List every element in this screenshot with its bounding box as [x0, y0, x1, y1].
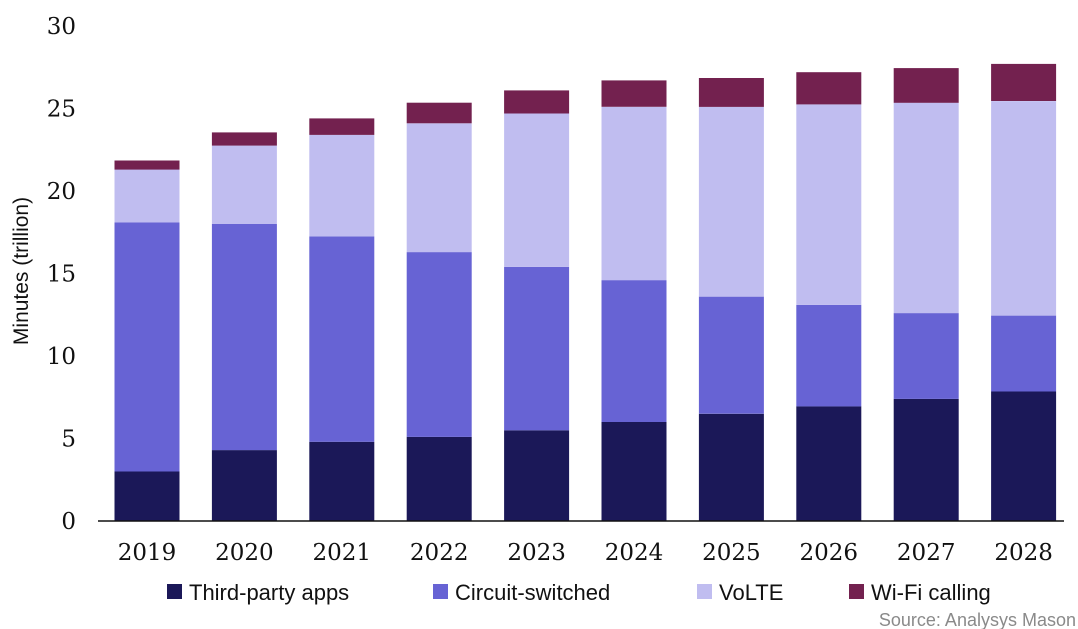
x-tick-label: 2025 — [702, 540, 761, 566]
y-tick-label: 0 — [61, 509, 76, 535]
bar-segment-wi-fi-calling-2022 — [406, 102, 472, 124]
bar-segment-volte-2027 — [893, 102, 959, 314]
x-tick-label: 2021 — [313, 540, 372, 566]
bar-segment-third-party-apps-2027 — [893, 398, 959, 521]
bar-segment-circuit-switched-2020 — [211, 224, 277, 451]
bar-segment-wi-fi-calling-2020 — [211, 132, 277, 146]
y-tick-label: 20 — [47, 179, 76, 205]
bar-segment-wi-fi-calling-2026 — [796, 72, 862, 105]
x-tick-label: 2027 — [897, 540, 956, 566]
bar-segment-wi-fi-calling-2021 — [309, 118, 375, 135]
bar-segment-circuit-switched-2023 — [504, 266, 570, 431]
bar-segment-wi-fi-calling-2019 — [114, 160, 180, 170]
x-tick-label: 2028 — [994, 540, 1053, 566]
bar-segment-volte-2020 — [211, 145, 277, 224]
bar-segment-third-party-apps-2020 — [211, 450, 277, 521]
x-tick-label: 2024 — [605, 540, 664, 566]
bar-segment-third-party-apps-2019 — [114, 471, 180, 521]
bar-segment-circuit-switched-2019 — [114, 222, 180, 472]
bar-segment-volte-2028 — [991, 101, 1057, 316]
legend-swatch — [433, 584, 448, 599]
bar-segment-circuit-switched-2025 — [698, 296, 764, 414]
bar-segment-volte-2024 — [601, 106, 667, 281]
bar-segment-third-party-apps-2025 — [698, 413, 764, 522]
bar-segment-wi-fi-calling-2025 — [698, 78, 764, 107]
x-tick-label: 2023 — [507, 540, 566, 566]
x-tick-label: 2022 — [410, 540, 469, 566]
y-tick-label: 15 — [47, 262, 76, 288]
bar-segment-third-party-apps-2026 — [796, 406, 862, 521]
bar-segment-circuit-switched-2021 — [309, 236, 375, 442]
bar-segment-wi-fi-calling-2028 — [991, 63, 1057, 101]
bar-segment-third-party-apps-2024 — [601, 422, 667, 521]
bar-segment-circuit-switched-2024 — [601, 280, 667, 422]
y-axis-title: Minutes (trillion) — [10, 197, 33, 345]
bar-segment-third-party-apps-2021 — [309, 441, 375, 521]
bar-segment-third-party-apps-2028 — [991, 391, 1057, 521]
bar-segment-circuit-switched-2022 — [406, 252, 472, 437]
bar-segment-wi-fi-calling-2027 — [893, 68, 959, 103]
x-tick-label: 2019 — [118, 540, 177, 566]
x-tick-label: 2020 — [215, 540, 274, 566]
bar-segment-volte-2023 — [504, 113, 570, 267]
bar-segment-circuit-switched-2026 — [796, 304, 862, 407]
bars — [114, 63, 1057, 522]
x-axis-ticks: 2019 2020 2021 2022 2023 2024 2025 2026 2027 2028 — [118, 540, 1053, 566]
bar-segment-circuit-switched-2028 — [991, 315, 1057, 392]
bar-segment-volte-2026 — [796, 104, 862, 305]
bar-segment-volte-2022 — [406, 123, 472, 253]
legend: Third-party apps Circuit-switched VoLTE Wi-… — [167, 580, 991, 605]
bar-segment-circuit-switched-2027 — [893, 313, 959, 399]
y-tick-label: 10 — [47, 344, 76, 370]
bar-segment-volte-2021 — [309, 134, 375, 237]
legend-label: Wi-Fi calling — [871, 580, 991, 605]
legend-swatch — [697, 584, 712, 599]
source-note: Source: Analysys Mason — [879, 610, 1076, 629]
bar-segment-third-party-apps-2023 — [504, 430, 570, 522]
bar-segment-wi-fi-calling-2024 — [601, 80, 667, 107]
y-tick-label: 25 — [47, 97, 76, 123]
legend-label: Third-party apps — [189, 580, 349, 605]
legend-swatch — [849, 584, 864, 599]
bar-segment-wi-fi-calling-2023 — [504, 90, 570, 114]
legend-label: VoLTE — [719, 580, 783, 605]
bar-segment-third-party-apps-2022 — [406, 436, 472, 521]
bar-segment-volte-2019 — [114, 169, 180, 223]
y-axis-ticks: 0 5 10 15 20 25 30 — [47, 14, 76, 535]
y-tick-label: 30 — [47, 14, 76, 40]
bar-segment-volte-2025 — [698, 106, 764, 297]
legend-swatch — [167, 584, 182, 599]
x-tick-label: 2026 — [800, 540, 859, 566]
y-tick-label: 5 — [61, 427, 76, 453]
legend-label: Circuit-switched — [455, 580, 610, 605]
